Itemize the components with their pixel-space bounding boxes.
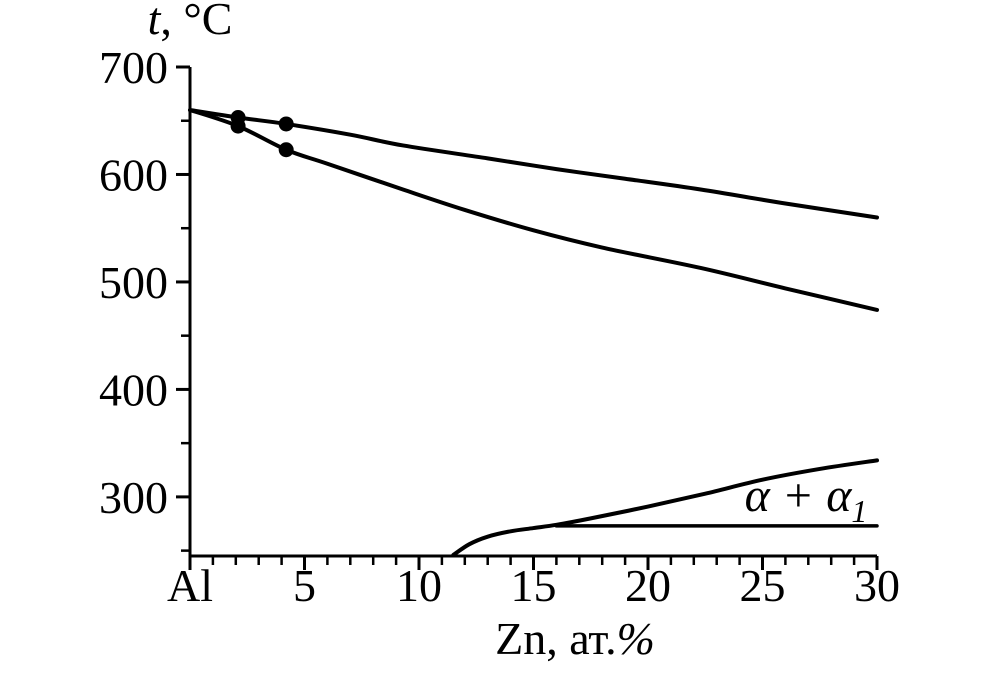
y-tick-label: 700	[99, 42, 168, 93]
phase-region-label-base: α + α	[745, 469, 853, 522]
y-axis-title-symbol: t	[148, 0, 162, 44]
x-axis-title-percent: %	[617, 613, 655, 664]
x-tick-label: 5	[293, 560, 316, 611]
x-tick-label: 20	[625, 560, 671, 611]
data-point-marker	[278, 142, 294, 158]
data-point-marker	[278, 116, 294, 132]
y-tick-label: 400	[99, 364, 168, 415]
alpha1-solvus-curve	[451, 458, 879, 557]
y-axis-title-unit: , °C	[160, 0, 232, 44]
ticks-group: Al 5 10 15 20 25 30 700 600 500 400 300	[99, 42, 900, 611]
x-tick-label: 30	[854, 560, 900, 611]
markers-group	[230, 110, 294, 158]
y-tick-label: 600	[99, 149, 168, 200]
x-tick-label: 15	[511, 560, 557, 611]
phase-region-label: α + α1	[745, 469, 868, 529]
x-tick-label: 10	[396, 560, 442, 611]
y-axis-title: t, °C	[148, 0, 233, 44]
x-axis-title-main: Zn, ат.	[495, 613, 616, 664]
y-tick-label: 300	[99, 472, 168, 523]
x-tick-label: Al	[167, 560, 213, 611]
data-point-marker	[230, 118, 246, 134]
x-axis-title: Zn, ат.%	[495, 613, 655, 664]
solidus-curve	[188, 107, 879, 312]
x-tick-label: 25	[740, 560, 786, 611]
y-tick-label: 500	[99, 257, 168, 308]
phase-region-label-subscript: 1	[851, 493, 867, 529]
